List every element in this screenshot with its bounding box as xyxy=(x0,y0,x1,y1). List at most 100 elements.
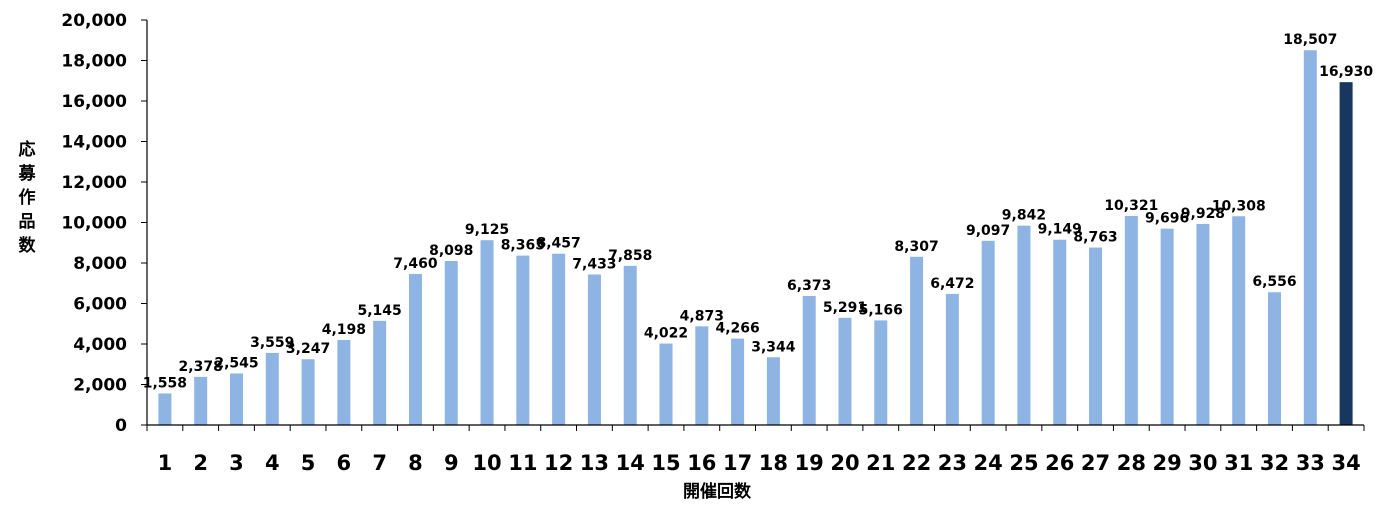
data-label-32: 6,556 xyxy=(1252,274,1296,290)
y-tick-label: 4,000 xyxy=(73,335,127,355)
data-label-19: 6,373 xyxy=(787,278,831,294)
bar-22 xyxy=(910,256,924,425)
x-tick-label: 19 xyxy=(795,451,824,475)
y-tick-label: 10,000 xyxy=(61,214,127,234)
x-tick-label: 11 xyxy=(508,451,537,475)
data-label-18: 3,344 xyxy=(751,339,796,355)
x-tick-label: 24 xyxy=(974,451,1003,475)
y-tick-labels: 0 2,000 4,000 6,000 8,000 10,000 12,000 14,000 1… xyxy=(61,11,127,436)
bar-28 xyxy=(1124,215,1138,425)
y-tick-label: 0 xyxy=(115,416,127,436)
data-label-16: 4,873 xyxy=(680,308,724,324)
bar-19 xyxy=(802,295,816,425)
data-label-15: 4,022 xyxy=(644,326,688,342)
bar-31 xyxy=(1232,216,1246,425)
x-tick-label: 8 xyxy=(408,451,423,475)
bar-7 xyxy=(373,320,387,425)
y-axis-title-char: 作 xyxy=(19,187,36,208)
data-label-13: 7,433 xyxy=(572,256,616,272)
y-tick-label: 18,000 xyxy=(61,52,127,72)
bar-18 xyxy=(766,357,780,425)
bar-11 xyxy=(516,255,530,425)
x-tick-label: 16 xyxy=(687,451,716,475)
bar-1 xyxy=(158,393,172,425)
x-tick-labels: 1 2 3 4 5 6 7 8 9 10 11 12 13 14 15 16 17 18 19 20 21 22 23 24 2… xyxy=(158,451,1361,475)
y-axis-title-char: 募 xyxy=(18,163,37,184)
x-tick-label: 20 xyxy=(830,451,859,475)
bar-13 xyxy=(587,274,601,425)
x-tick-label: 17 xyxy=(723,451,752,475)
data-label-22: 8,307 xyxy=(894,239,938,255)
bar-25 xyxy=(1017,225,1031,425)
bar-20 xyxy=(838,317,852,425)
y-tick-label: 6,000 xyxy=(73,295,127,315)
y-tick-label: 2,000 xyxy=(73,376,127,396)
bar-24 xyxy=(981,240,995,425)
bar-14 xyxy=(623,265,637,425)
data-label-12: 8,457 xyxy=(536,236,580,252)
x-axis-title: 開催回数 xyxy=(683,481,752,502)
bar-16 xyxy=(695,326,709,425)
x-tick-label: 29 xyxy=(1153,451,1182,475)
bar-30 xyxy=(1196,223,1210,425)
bars xyxy=(158,50,1353,426)
data-label-4: 3,559 xyxy=(250,335,294,351)
data-label-1: 1,558 xyxy=(143,375,187,391)
bar-29 xyxy=(1160,228,1174,425)
x-tick-label: 12 xyxy=(544,451,573,475)
y-tick-label: 8,000 xyxy=(73,254,127,274)
y-axis-title-char: 応 xyxy=(19,139,36,160)
bar-17 xyxy=(731,338,745,425)
data-label-2: 2,378 xyxy=(179,359,223,375)
x-tick-label: 14 xyxy=(616,451,645,475)
x-tick-label: 25 xyxy=(1009,451,1038,475)
x-tick-label: 30 xyxy=(1188,451,1217,475)
data-label-29: 9,696 xyxy=(1145,211,1189,227)
data-label-20: 5,291 xyxy=(823,300,867,316)
data-label-21: 5,166 xyxy=(859,302,903,318)
data-label-9: 8,098 xyxy=(429,243,473,259)
bar-23 xyxy=(945,293,959,425)
data-label-30: 9,928 xyxy=(1181,206,1225,222)
bar-12 xyxy=(552,253,566,425)
x-tick-label: 21 xyxy=(866,451,895,475)
x-tick-label: 15 xyxy=(651,451,680,475)
data-label-17: 4,266 xyxy=(715,321,759,337)
data-label-10: 9,125 xyxy=(465,222,509,238)
bar-2 xyxy=(194,376,208,425)
x-tick-label: 3 xyxy=(229,451,244,475)
data-label-33: 18,507 xyxy=(1283,32,1337,48)
data-label-24: 9,097 xyxy=(966,223,1010,239)
bar-26 xyxy=(1053,239,1067,425)
y-tick-label: 16,000 xyxy=(61,92,127,112)
data-label-6: 4,198 xyxy=(322,322,366,338)
data-label-3: 2,545 xyxy=(214,355,258,371)
data-label-28: 10,321 xyxy=(1104,198,1158,214)
data-label-14: 7,858 xyxy=(608,248,652,264)
x-tick-label: 4 xyxy=(265,451,280,475)
bar-15 xyxy=(659,343,673,425)
bar-33 xyxy=(1303,50,1317,426)
x-tick-label: 22 xyxy=(902,451,931,475)
data-label-7: 5,145 xyxy=(358,303,402,319)
x-tick-label: 18 xyxy=(759,451,788,475)
x-tick-label: 13 xyxy=(580,451,609,475)
bar-3 xyxy=(229,373,243,425)
data-label-25: 9,842 xyxy=(1002,208,1046,224)
bar-5 xyxy=(301,359,315,425)
x-tick-label: 31 xyxy=(1224,451,1253,475)
x-tick-label: 5 xyxy=(301,451,316,475)
y-axis-title-char: 数 xyxy=(19,235,37,256)
bar-27 xyxy=(1089,247,1103,425)
y-axis-title-char: 品 xyxy=(19,212,36,232)
data-label-11: 8,365 xyxy=(501,238,545,254)
x-tick-label: 1 xyxy=(158,451,173,475)
data-label-5: 3,247 xyxy=(286,341,330,357)
x-tick-label: 10 xyxy=(472,451,501,475)
x-tick-label: 23 xyxy=(938,451,967,475)
x-tick-label: 34 xyxy=(1331,451,1360,475)
